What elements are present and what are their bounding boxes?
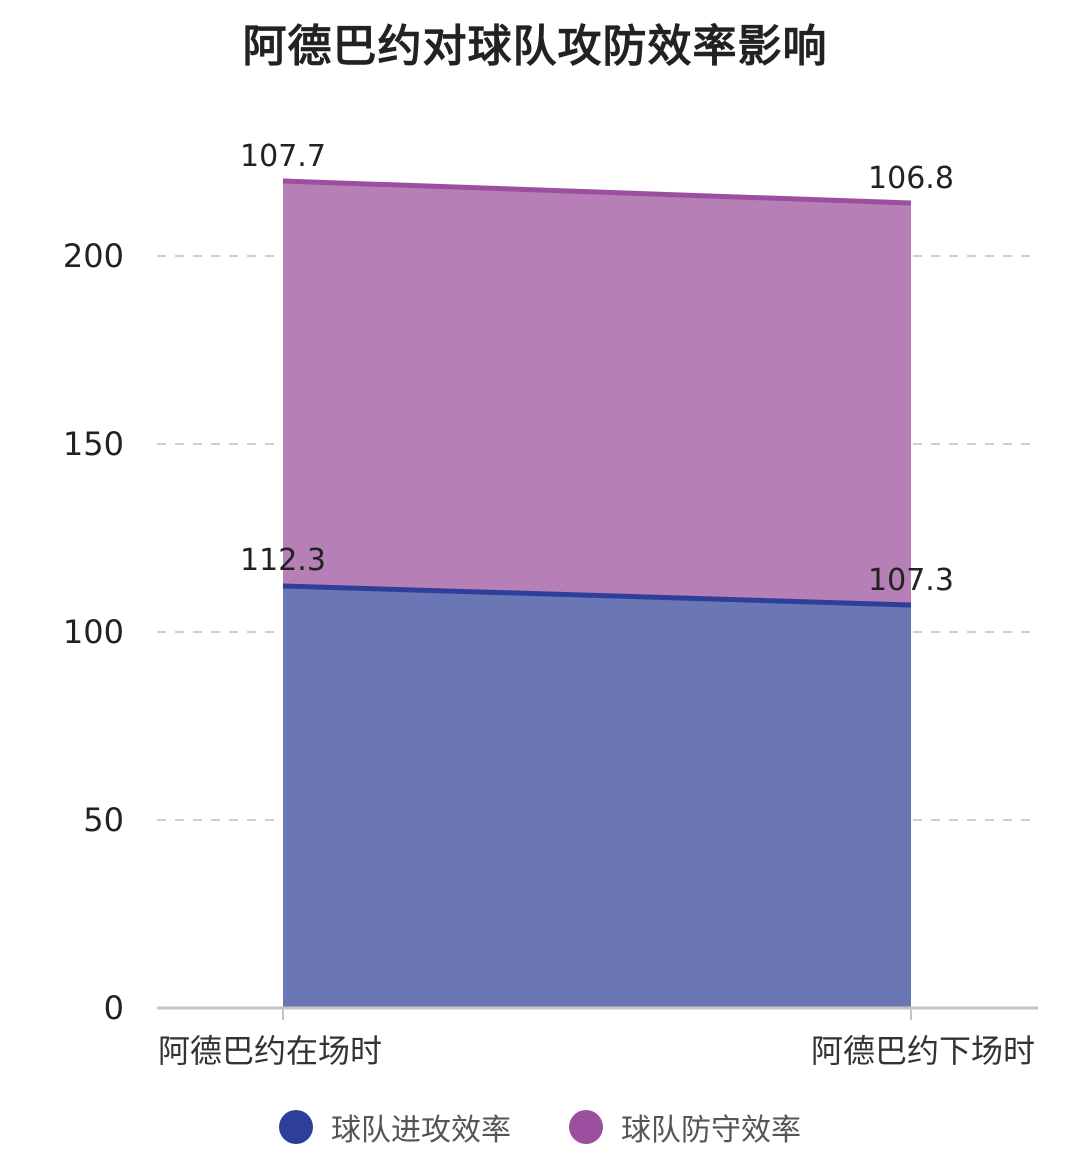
x-label-on-court: 阿德巴约在场时 bbox=[158, 1032, 382, 1070]
chart-title: 阿德巴约对球队攻防效率影响 bbox=[242, 21, 828, 72]
line-offense bbox=[282, 583, 912, 608]
legend-item-defense[interactable]: 球队防守效率 bbox=[569, 1105, 801, 1149]
legend-label: 球队进攻效率 bbox=[331, 1113, 511, 1148]
legend-label: 球队防守效率 bbox=[621, 1113, 801, 1148]
data-label-defense-1: 107.7 bbox=[240, 139, 326, 174]
y-tick-0: 0 bbox=[104, 989, 124, 1027]
area-offense bbox=[283, 586, 911, 1008]
legend-item-offense[interactable]: 球队进攻效率 bbox=[279, 1105, 511, 1149]
legend: 球队进攻效率 球队防守效率 bbox=[0, 1105, 1080, 1149]
line-defense bbox=[282, 178, 912, 206]
data-label-defense-2: 106.8 bbox=[868, 161, 954, 196]
legend-dot-icon bbox=[279, 1110, 313, 1144]
data-label-offense-2: 107.3 bbox=[868, 563, 954, 598]
legend-dot-icon bbox=[569, 1110, 603, 1144]
y-tick-200: 200 bbox=[63, 237, 124, 275]
y-axis-labels: 200 150 100 50 0 bbox=[63, 237, 124, 1027]
area-defense bbox=[283, 181, 911, 605]
y-tick-50: 50 bbox=[83, 801, 124, 839]
x-label-off-court: 阿德巴约下场时 bbox=[811, 1032, 1035, 1070]
data-label-offense-1: 112.3 bbox=[240, 543, 326, 578]
y-tick-150: 150 bbox=[63, 425, 124, 463]
y-tick-100: 100 bbox=[63, 613, 124, 651]
